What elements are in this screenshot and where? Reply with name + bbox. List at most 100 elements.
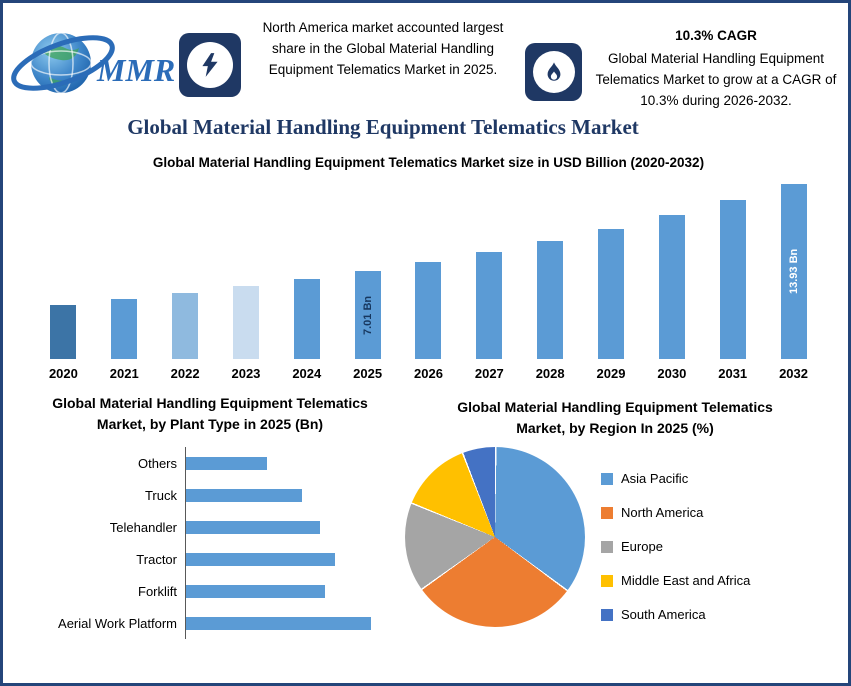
region-legend: Asia Pacific North America Europe Middle Ea… [601,447,750,627]
category-label: Aerial Work Platform [58,615,177,631]
x-axis-label-2029: 2029 [596,366,626,381]
bar-2020 [50,305,77,359]
bar-2027 [476,252,503,359]
lightning-bolt-icon [202,53,218,77]
legend-label: Asia Pacific [621,471,689,486]
bar-value-label: 7.01 Bn [361,295,374,335]
x-axis-label-2032: 2032 [779,366,808,381]
legend-label: Middle East and Africa [621,573,751,588]
legend-swatch [601,540,613,553]
plant-type-row: Aerial Work Platform [29,607,391,639]
x-axis-label-2027: 2027 [474,366,504,381]
bar-column-2027 [459,183,520,359]
bar-2022 [172,293,199,359]
flame-icon-circle [532,51,575,93]
plant-type-chart: Global Material Handling Equipment Telem… [29,393,391,639]
bar-2023 [232,286,259,359]
plant-type-row: Tractor [29,543,391,575]
bar-2026 [415,262,442,359]
bar-value-label: 13.93 Bn [787,248,800,295]
bar-2031 [719,200,746,359]
legend-swatch [601,472,613,485]
bar-column-2030 [641,183,702,359]
bar-track [185,607,391,639]
legend-label: North America [621,505,704,520]
x-axis-label-2026: 2026 [414,366,443,381]
plant-type-chart-title: Global Material Handling Equipment Telem… [52,395,368,432]
bar-column-2029 [581,183,642,359]
cagr-note-block: 10.3% CAGR Global Material Handling Equi… [591,25,841,111]
bar-column-2028 [520,183,581,359]
bar-track [185,447,391,479]
bar-forklift [186,584,325,598]
legend-label: South America [621,607,706,622]
bar-column-2020 [33,183,94,359]
x-axis-label-2021: 2021 [109,366,139,381]
x-axis-label-2030: 2030 [657,366,687,381]
legend-item-north-america: North America [601,505,750,520]
x-axis-label-2025: 2025 [353,366,383,381]
legend-item-europe: Europe [601,539,750,554]
plant-type-row: Forklift [29,575,391,607]
bar-2028 [537,241,564,359]
logo-swoosh [11,35,115,91]
bar-aerial-work-platform [186,616,372,630]
plant-type-row: Telehandler [29,511,391,543]
market-size-x-labels: 2020 2021 2022 2023 2024 2025 2026 2027 2028 2029… [33,366,824,381]
logo-text: MMR [96,52,175,88]
cagr-note: Global Material Handling Equipment Telem… [595,51,837,108]
legend-label: Europe [621,539,663,554]
category-label: Telehandler [109,519,177,535]
x-axis-label-2020: 2020 [48,366,78,381]
plant-type-row: Others [29,447,391,479]
category-label: Others [137,455,177,471]
category-label: Tractor [136,551,177,567]
page-title: Global Material Handling Equipment Telem… [127,115,639,139]
lightning-icon-circle [187,42,233,88]
bar-tractor [186,552,336,566]
region-pie [405,447,585,627]
x-axis-label-2028: 2028 [535,366,565,381]
bar-telehandler [186,520,320,534]
legend-item-south-america: South America [601,607,750,622]
market-size-chart: Global Material Handling Equipment Telem… [33,153,824,381]
lightning-icon-card [179,33,241,97]
region-chart-body: Asia Pacific North America Europe Middle Ea… [395,447,835,627]
x-axis-label-2024: 2024 [292,366,322,381]
bar-2030 [658,215,685,359]
category-label: Truck [144,487,177,503]
x-axis-label-2022: 2022 [170,366,200,381]
plant-type-rows: Others Truck Telehandler Tractor Forklift Aer… [29,447,391,639]
mmr-logo: MMR [11,32,175,94]
legend-item-asia-pacific: Asia Pacific [601,471,750,486]
bar-column-2023 [216,183,277,359]
bar-column-2021 [94,183,155,359]
market-size-chart-title: Global Material Handling Equipment Telem… [152,155,705,170]
bar-2029 [598,229,625,359]
plant-type-row: Truck [29,479,391,511]
bar-column-2024 [276,183,337,359]
bar-column-2032: 13.93 Bn [763,183,824,359]
bar-track [185,543,391,575]
flame-icon [547,62,560,81]
north-america-note: North America market accounted largest s… [262,20,504,77]
legend-swatch [601,608,613,621]
bar-track [185,575,391,607]
region-chart-title: Global Material Handling Equipment Telem… [457,399,773,436]
legend-swatch [601,506,613,519]
bar-truck [186,488,303,502]
category-label: Forklift [138,583,177,599]
market-size-bars: 7.01 Bn 13.93 Bn [33,183,824,359]
bar-others [186,456,267,470]
bar-column-2026 [398,183,459,359]
bar-2025: 7.01 Bn [354,271,381,359]
bar-track [185,511,391,543]
bar-column-2031 [702,183,763,359]
bar-2032: 13.93 Bn [780,184,807,359]
bar-column-2025: 7.01 Bn [337,183,398,359]
region-chart: Global Material Handling Equipment Telem… [395,397,835,627]
bar-track [185,479,391,511]
bar-column-2022 [155,183,216,359]
cagr-heading: 10.3% CAGR [675,28,757,43]
